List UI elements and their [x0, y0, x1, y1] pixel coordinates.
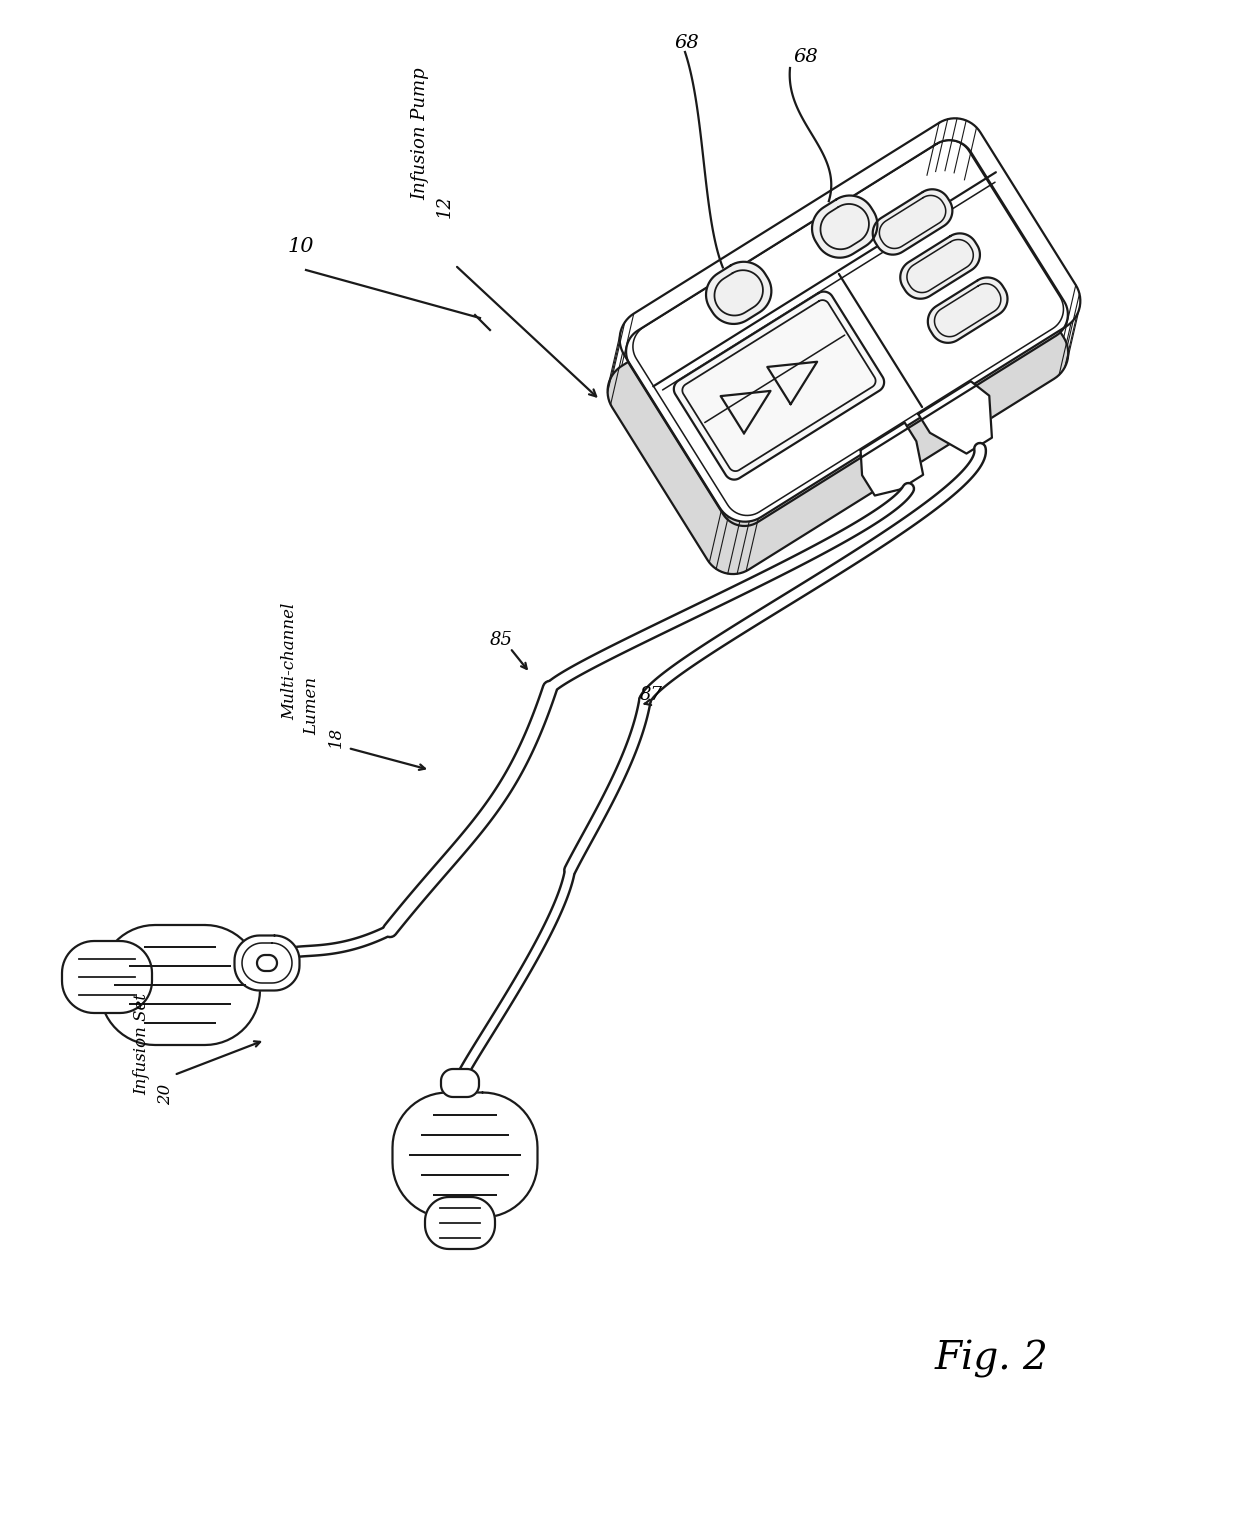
Text: 18: 18	[327, 727, 345, 748]
Polygon shape	[928, 277, 1007, 342]
Polygon shape	[919, 382, 992, 453]
Polygon shape	[100, 925, 260, 1045]
Text: Infusion Set: Infusion Set	[134, 993, 150, 1095]
Polygon shape	[812, 196, 878, 257]
Polygon shape	[441, 1069, 479, 1097]
Polygon shape	[873, 189, 952, 254]
Text: 10: 10	[288, 237, 315, 256]
Polygon shape	[706, 262, 771, 324]
Polygon shape	[861, 423, 923, 496]
Text: Infusion Pump: Infusion Pump	[410, 67, 429, 199]
Polygon shape	[900, 233, 980, 298]
Text: 87: 87	[640, 686, 663, 704]
Text: 85: 85	[490, 631, 513, 649]
Text: 20: 20	[157, 1084, 175, 1104]
Polygon shape	[62, 941, 153, 1013]
Polygon shape	[673, 292, 884, 479]
Text: 12: 12	[436, 195, 454, 218]
Text: Multi-channel: Multi-channel	[281, 602, 299, 719]
Polygon shape	[620, 119, 1080, 522]
Text: Fig. 2: Fig. 2	[935, 1340, 1049, 1378]
Text: Lumen: Lumen	[304, 677, 320, 735]
Polygon shape	[234, 935, 300, 990]
Text: 68: 68	[675, 33, 699, 52]
Polygon shape	[608, 170, 1068, 573]
Text: 68: 68	[794, 49, 817, 65]
Polygon shape	[425, 1197, 495, 1249]
Polygon shape	[393, 1092, 537, 1217]
